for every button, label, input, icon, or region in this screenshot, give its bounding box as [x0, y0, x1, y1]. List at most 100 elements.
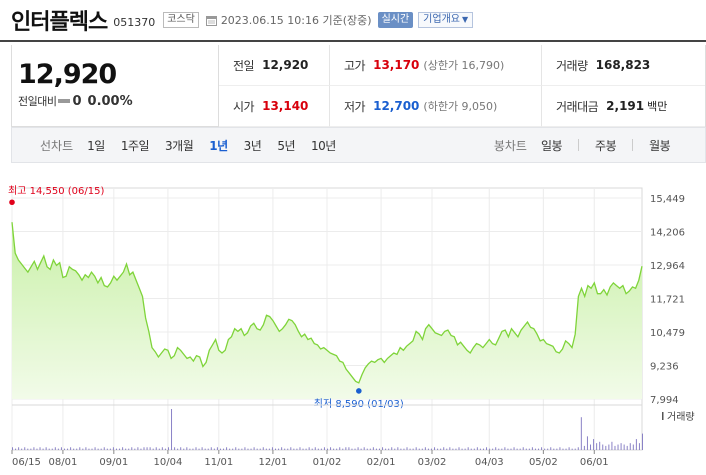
volume-bar	[498, 448, 500, 450]
change-label: 전일대비	[18, 95, 57, 108]
stat-label: 거래대금	[556, 99, 599, 114]
volume-bar	[164, 448, 166, 450]
volume-bar	[590, 444, 592, 450]
stat-low: 저가 12,700 (하한가 9,050)	[329, 86, 541, 127]
volume-bar	[265, 448, 267, 450]
volume-bar	[250, 448, 252, 450]
period-1y[interactable]: 1년	[209, 138, 228, 153]
volume-bar	[531, 447, 533, 450]
volume-bar	[39, 447, 41, 450]
volume-bar	[403, 448, 405, 450]
stat-open: 시가 13,140	[219, 86, 329, 127]
volume-bar	[366, 448, 368, 450]
change-value: 0	[72, 93, 82, 109]
volume-bar	[30, 448, 32, 450]
volume-bar	[586, 436, 588, 450]
volume-bar	[137, 447, 139, 450]
price-chart[interactable]: 15,449 14,206 12,964 11,721 10,479 9,236 7,994…	[0, 163, 706, 475]
volume-bar	[400, 448, 402, 450]
volume-bar	[128, 448, 130, 450]
x-tick-label: 05/02	[529, 457, 558, 468]
lower-limit: (하한가 9,050)	[423, 100, 498, 113]
price-chart-svg[interactable]: 15,449 14,206 12,964 11,721 10,479 9,236 7,994…	[0, 163, 706, 475]
volume-bar	[486, 447, 488, 450]
volume-bar	[372, 447, 374, 450]
volume-bar	[574, 448, 576, 450]
volume-bar	[330, 447, 332, 450]
volume-bar	[351, 448, 353, 450]
volume-bar	[232, 448, 234, 450]
volume-bar	[262, 447, 264, 450]
volume-bar	[192, 448, 194, 450]
volume-bar	[235, 447, 237, 450]
volume-bar	[580, 417, 582, 450]
x-tick-label: 11/01	[204, 457, 233, 468]
volume-bar	[342, 448, 344, 450]
realtime-button[interactable]: 실시간	[377, 12, 414, 28]
volume-bar	[45, 447, 47, 450]
period-1d[interactable]: 1일	[87, 138, 105, 153]
period-5y[interactable]: 5년	[277, 138, 296, 153]
y-tick-label: 7,994	[650, 395, 679, 406]
volume-bar	[375, 448, 377, 450]
volume-bar	[73, 448, 75, 450]
candle-weekly[interactable]: 주봉	[595, 138, 617, 153]
period-3m[interactable]: 3개월	[165, 138, 194, 153]
stat-label: 시가	[233, 99, 255, 114]
volume-bar	[482, 448, 484, 450]
volume-bar	[534, 448, 536, 450]
change-row: 전일대비 0 0.00%	[18, 93, 218, 109]
stat-label: 전일	[233, 58, 255, 73]
volume-bar	[76, 448, 78, 450]
volume-bar	[464, 448, 466, 450]
volume-bar	[57, 448, 59, 450]
volume-bar	[284, 448, 286, 450]
volume-bar	[275, 448, 277, 450]
volume-bar	[229, 448, 231, 450]
volume-bar	[256, 448, 258, 450]
volume-bar	[186, 447, 188, 450]
candle-chart-label: 봉차트	[493, 138, 527, 153]
volume-bar	[614, 445, 616, 450]
volume-bar	[550, 447, 552, 450]
volume-bar	[577, 447, 579, 450]
y-tick-label: 14,206	[650, 228, 685, 239]
stats-grid: 전일 12,920 고가 13,170 (상한가 16,790) 거래량 168…	[219, 45, 705, 127]
volume-bar	[378, 448, 380, 450]
volume-bar	[626, 445, 628, 450]
period-bar: 선차트 1일 1주일 3개월 1년 3년 5년 10년 봉차트 일봉 주봉 월봉	[11, 127, 706, 163]
volume-bar	[201, 447, 203, 450]
x-tick-label: 04/03	[475, 457, 504, 468]
volume-bar	[409, 448, 411, 450]
volume-bar	[525, 448, 527, 450]
period-1w[interactable]: 1주일	[120, 138, 150, 153]
volume-bar	[210, 447, 212, 450]
volume-bar	[430, 448, 432, 450]
volume-legend-mark	[662, 412, 664, 420]
candle-daily[interactable]: 일봉	[540, 138, 563, 153]
volume-bar	[513, 447, 515, 450]
volume-bar	[219, 448, 221, 450]
period-3y[interactable]: 3년	[243, 138, 262, 153]
stat-high: 고가 13,170 (상한가 16,790)	[329, 45, 541, 86]
company-info-dropdown[interactable]: 기업개요 ▼	[418, 12, 474, 28]
volume-bar	[18, 447, 20, 450]
volume-bar	[538, 448, 540, 450]
volume-bar	[599, 441, 601, 450]
volume-bar	[54, 447, 56, 450]
x-tick-label: 09/01	[99, 457, 128, 468]
volume-bar	[299, 447, 301, 450]
x-tick-label: 06/15	[12, 457, 41, 468]
candle-monthly[interactable]: 월봉	[649, 138, 671, 153]
volume-bar	[605, 445, 607, 450]
volume-bar	[278, 448, 280, 450]
volume-bar	[67, 448, 69, 450]
stat-value: 12,920	[262, 58, 309, 72]
x-tick-label: 10/04	[153, 457, 182, 468]
volume-bar	[629, 443, 631, 450]
volume-bar	[388, 448, 390, 450]
volume-bar	[70, 447, 72, 450]
period-10y[interactable]: 10년	[311, 138, 336, 153]
stat-amount: 거래대금 2,191 백만	[541, 86, 705, 127]
volume-bar	[195, 447, 197, 450]
